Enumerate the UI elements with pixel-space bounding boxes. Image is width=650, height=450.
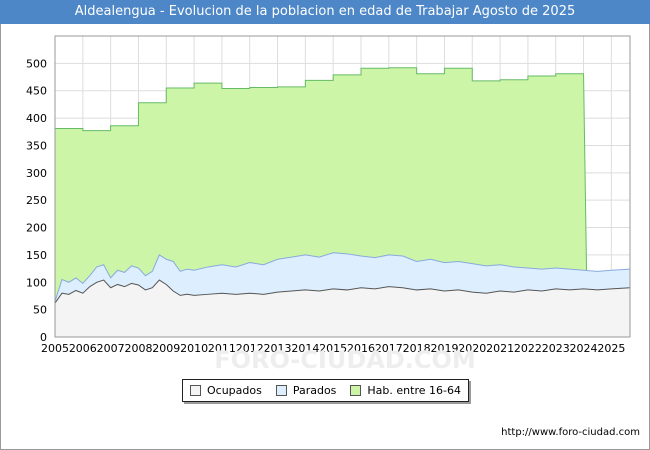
- y-tick-label: 50: [33, 304, 47, 317]
- x-tick-label: 2014: [291, 342, 319, 355]
- x-tick-label: 2018: [403, 342, 431, 355]
- chart-title: Aldealengua - Evolucion de la poblacion …: [0, 0, 650, 24]
- x-tick-label: 2025: [597, 342, 625, 355]
- legend-swatch-parados: [275, 385, 287, 396]
- x-tick-label: 2017: [375, 342, 403, 355]
- legend-label-hab: Hab. entre 16-64: [367, 384, 461, 397]
- watermark: FORO-CIUDAD.COM: [214, 346, 476, 374]
- x-tick-label: 2012: [236, 342, 264, 355]
- y-tick-label: 400: [26, 112, 47, 125]
- y-tick-label: 500: [26, 57, 47, 70]
- y-tick-label: 250: [26, 194, 47, 207]
- legend-item-hab: Hab. entre 16-64: [350, 384, 461, 397]
- legend-label-ocupados: Ocupados: [206, 384, 262, 397]
- y-tick-label: 100: [26, 276, 47, 289]
- area-series: [54, 67, 631, 338]
- x-tick-label: 2006: [69, 342, 97, 355]
- x-tick-label: 2019: [430, 342, 458, 355]
- x-tick-label: 2009: [152, 342, 180, 355]
- x-tick-label: 2011: [208, 342, 236, 355]
- legend: Ocupados Parados Hab. entre 16-64: [182, 379, 469, 402]
- series-line-parados: [54, 252, 631, 302]
- legend-swatch-ocupados: [189, 385, 201, 396]
- x-axis-ticks: 2005 2006 2007 2008 2009 2010 2011 2012 2013 2014…: [41, 342, 625, 355]
- y-tick-label: 0: [40, 331, 47, 344]
- x-tick-label: 2020: [458, 342, 486, 355]
- y-tick-label: 350: [26, 139, 47, 152]
- legend-item-parados: Parados: [275, 384, 337, 397]
- x-tick-label: 2024: [570, 342, 598, 355]
- x-tick-label: 2010: [180, 342, 208, 355]
- x-tick-label: 2013: [264, 342, 292, 355]
- x-tick-label: 2007: [97, 342, 125, 355]
- y-tick-label: 150: [26, 249, 47, 262]
- x-tick-label: 2023: [542, 342, 570, 355]
- legend-item-ocupados: Ocupados: [189, 384, 262, 397]
- series-area-ocupados: [55, 280, 630, 337]
- series-line-ocupados: [54, 279, 631, 304]
- x-tick-label: 2021: [486, 342, 514, 355]
- x-tick-label: 2022: [514, 342, 542, 355]
- y-tick-label: 450: [26, 85, 47, 98]
- plot-border: [54, 35, 631, 338]
- source-url: http://www.foro-ciudad.com: [501, 427, 640, 438]
- y-tick-label: 200: [26, 222, 47, 235]
- x-tick-label: 2016: [347, 342, 375, 355]
- y-tick-label: 300: [26, 167, 47, 180]
- x-tick-label: 2008: [124, 342, 152, 355]
- legend-swatch-hab: [350, 385, 362, 396]
- y-axis-ticks: 0 50 100 150 200 250 300 350 400 450 500: [26, 57, 47, 344]
- x-tick-label: 2015: [319, 342, 347, 355]
- x-tick-label: 2005: [41, 342, 69, 355]
- legend-label-parados: Parados: [292, 384, 337, 397]
